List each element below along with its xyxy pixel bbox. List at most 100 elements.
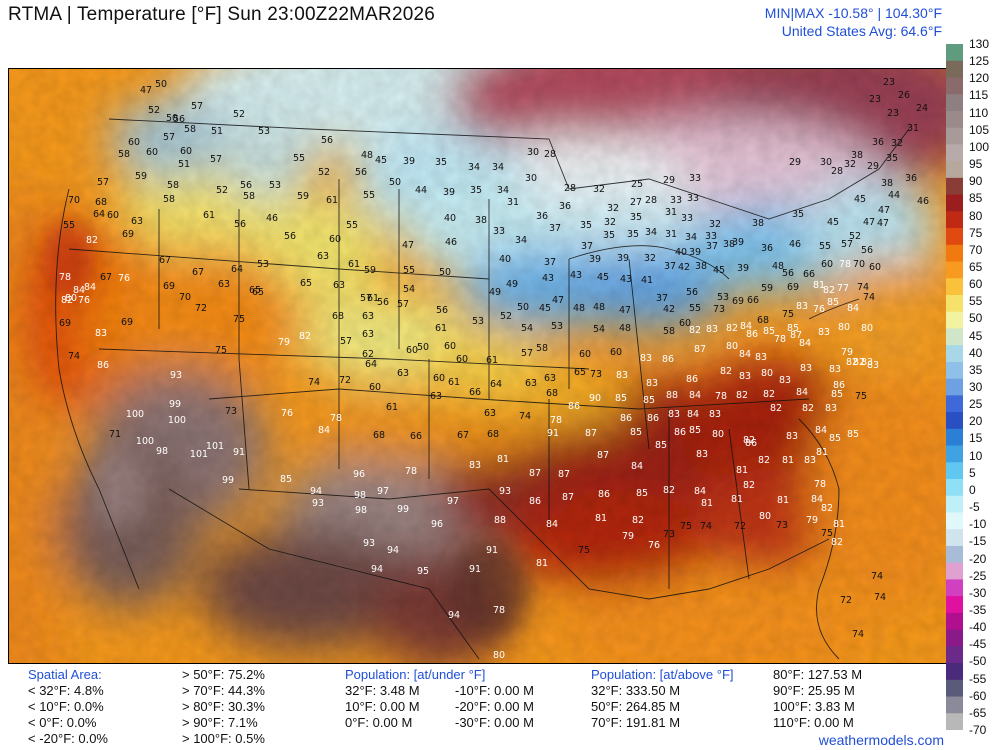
temperature-label: 72 (339, 375, 351, 386)
temperature-label: 46 (789, 239, 801, 250)
temperature-label: 70 (68, 195, 80, 206)
temperature-label: 47 (863, 217, 875, 228)
temperature-label: 78 (330, 413, 342, 424)
temperature-label: 68 (373, 430, 385, 441)
temperature-label: 61 (348, 259, 360, 270)
temperature-label: 66 (803, 269, 815, 280)
colorbar-swatch (946, 328, 963, 346)
temperature-label: 33 (689, 173, 701, 184)
temperature-label: 46 (445, 237, 457, 248)
temperature-label: 34 (645, 227, 657, 238)
temperature-label: 30 (820, 157, 832, 168)
temperature-label: 101 (190, 449, 208, 460)
temperature-label: 23 (869, 94, 881, 105)
temperature-label: 36 (872, 137, 884, 148)
temperature-label: 34 (468, 162, 480, 173)
colorbar-swatch (946, 412, 963, 430)
temperature-label: 52 (849, 231, 861, 242)
temperature-label: 39 (403, 156, 415, 167)
colorbar-swatch (946, 211, 963, 229)
temperature-label: 87 (790, 330, 802, 341)
temperature-label: 59 (135, 171, 147, 182)
temperature-label: 28 (645, 195, 657, 206)
colorbar-tick-label: -25 (969, 568, 987, 583)
population-above-header: Population: [at/above °F] (591, 667, 734, 682)
temperature-label: 83 (825, 403, 837, 414)
temperature-label: 86 (674, 427, 686, 438)
temperature-label: 57 (191, 101, 203, 112)
temperature-label: 85 (831, 389, 843, 400)
temperature-label: 35 (792, 209, 804, 220)
temperature-label: 56 (173, 114, 185, 125)
temperature-label: 78 (550, 415, 562, 426)
temperature-label: 86 (745, 438, 757, 449)
temperature-label: 91 (547, 428, 559, 439)
temperature-label: 81 (536, 558, 548, 569)
colorbar-tick-label: 10 (969, 448, 983, 463)
temperature-label: 52 (318, 167, 330, 178)
population-stat: 80°F: 127.53 M (773, 667, 863, 682)
temperature-label: 83 (818, 327, 830, 338)
temperature-label: 83 (706, 324, 718, 335)
temperature-label: 100 (136, 436, 154, 447)
temperature-label: 28 (831, 166, 843, 177)
temperature-label: 60 (107, 210, 119, 221)
temperature-label: 84 (689, 390, 701, 401)
temperature-label: 33 (670, 195, 682, 206)
us-average-readout: United States Avg: 64.6°F (781, 23, 942, 39)
temperature-label: 83 (786, 431, 798, 442)
temperature-label: 88 (666, 390, 678, 401)
population-stat: 110°F: 0.00 M (773, 715, 854, 730)
site-credit[interactable]: weathermodels.com (818, 732, 944, 748)
temperature-label: 45 (854, 194, 866, 205)
temperature-label: 64 (231, 264, 243, 275)
colorbar-tick-label: -10 (969, 517, 987, 532)
temperature-label: 50 (155, 79, 167, 90)
temperature-label: 61 (326, 195, 338, 206)
temperature-label: 60 (869, 262, 881, 273)
temperature-map[interactable]: 50 47 52 57 56 52 58 57 60 51 53 56 60 60 58 57 51 59 57 55… (8, 68, 947, 664)
spatial-stat: < 0°F: 0.0% (28, 715, 97, 730)
temperature-label: 37 (664, 261, 676, 272)
temperature-label: 84 (84, 282, 96, 293)
temperature-label: 61 (486, 355, 498, 366)
temperature-label: 56 (782, 268, 794, 279)
temperature-label: 45 (539, 303, 551, 314)
temperature-label: 74 (874, 592, 886, 603)
temperature-label: 51 (211, 126, 223, 137)
temperature-label: 83 (469, 460, 481, 471)
temperature-label: 48 (361, 150, 373, 161)
temperature-label: 38 (752, 218, 764, 229)
temperature-label: 98 (355, 505, 367, 516)
temperature-label: 57 (397, 299, 409, 310)
spatial-stat: > 100°F: 0.5% (182, 731, 265, 746)
temperature-label: 69 (787, 282, 799, 293)
temperature-label: 52 (216, 185, 228, 196)
temperature-label: 68 (332, 311, 344, 322)
temperature-label: 39 (443, 187, 455, 198)
temperature-label: 80 (712, 429, 724, 440)
colorbar-tick-label: 55 (969, 294, 983, 309)
temperature-label: 65 (300, 278, 312, 289)
colorbar-swatch (946, 144, 963, 162)
temperature-label: 78 (493, 605, 505, 616)
temperature-label: 80 (861, 323, 873, 334)
temperature-label: 56 (234, 219, 246, 230)
temperature-label: 54 (521, 323, 533, 334)
colorbar-swatch (946, 579, 963, 597)
temperature-label: 38 (475, 215, 487, 226)
temperature-label: 53 (257, 259, 269, 270)
temperature-label: 82 (802, 403, 814, 414)
temperature-label: 81 (701, 498, 713, 509)
colorbar-swatch (946, 612, 963, 631)
temperature-label: 37 (549, 223, 561, 234)
temperature-label: 86 (746, 329, 758, 340)
temperature-label: 38 (851, 150, 863, 161)
temperature-label: 84 (740, 321, 752, 332)
temperature-label: 39 (737, 263, 749, 274)
temperature-label: 80 (493, 650, 505, 661)
temperature-label: 68 (487, 429, 499, 440)
spatial-stat: < 32°F: 4.8% (28, 683, 104, 698)
temperature-label: 68 (95, 197, 107, 208)
temperature-label: 29 (663, 175, 675, 186)
